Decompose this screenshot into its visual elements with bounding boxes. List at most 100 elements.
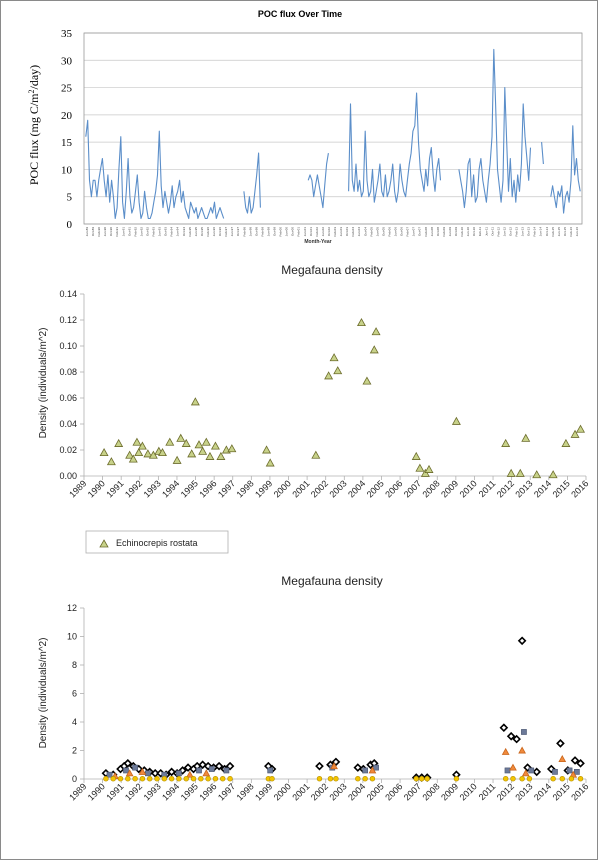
c3-x-tick-label: 2005 [365, 781, 386, 802]
data-point [311, 450, 321, 459]
data-point [502, 776, 509, 782]
c3-x-tick-label: 1991 [104, 781, 125, 802]
c3-x-tick-label: 2006 [383, 781, 404, 802]
data-point [265, 458, 275, 467]
legend-triangle-marker [99, 539, 109, 548]
data-point [196, 767, 202, 774]
chart2-legend-box [85, 530, 229, 554]
chart1-x-tick-label: Jun-94 [176, 227, 180, 237]
c2-x-tick-label: 2006 [383, 478, 404, 499]
chart1-x-tick-label: Jun-97 [230, 227, 234, 237]
chart1-x-tick-label: Feb-95 [188, 227, 192, 237]
c2-x-tick-label: 2010 [458, 478, 479, 499]
c2-y-tick-label: 0.14 [59, 289, 77, 299]
c2-x-tick-label: 2001 [290, 478, 311, 499]
c2-x-tick-label: 1992 [123, 478, 144, 499]
data-point [315, 761, 324, 771]
chart1-series-line [243, 152, 261, 214]
chart1-x-tick-label: Feb-14 [533, 227, 537, 237]
c3-x-tick-label: 1999 [253, 781, 274, 802]
c3-x-tick-label: 2016 [569, 781, 590, 802]
chart1-y-label: POC flux (mg C/m2/day) [27, 65, 41, 185]
chart1-x-tick-label: Feb-08 [424, 227, 428, 237]
c3-x-tick-label: 2003 [327, 781, 348, 802]
chart1-x-tick-label: Jun-14 [539, 227, 543, 237]
chart1-x-tick-label: Feb-10 [460, 227, 464, 237]
data-point [558, 755, 567, 763]
data-point [176, 433, 186, 442]
chart1-x-tick-label: Feb-92 [133, 227, 137, 237]
chart1-x-tick-label: Oct-97 [236, 227, 240, 236]
chart1-series-line [541, 142, 544, 165]
c2-x-tick-label: 1994 [160, 478, 181, 499]
data-point [194, 440, 204, 449]
data-point [262, 445, 272, 454]
chart1-y-ticks: 0 5 10 15 20 25 30 35 [61, 28, 73, 231]
data-point [198, 776, 204, 782]
data-point [187, 449, 197, 458]
c2-x-tick-label: 2009 [439, 478, 460, 499]
data-point [227, 444, 237, 453]
c3-y-tick-label: 6 [72, 689, 77, 699]
chart1-x-tick-label: Feb-09 [442, 227, 446, 237]
data-point [138, 767, 147, 775]
chart1-x-tick-label: Oct-02 [327, 227, 331, 236]
c2-x-tick-label: 2011 [477, 478, 498, 499]
data-point [132, 437, 142, 446]
chart1-x-tick-label: Jun-96 [212, 227, 216, 237]
data-point [198, 760, 207, 770]
megafauna-density-chart-1: Megafauna density 0.000.020.040.060.080.… [38, 263, 590, 554]
data-point [316, 776, 323, 782]
chart3-y-label: Density (individuals/m^2) [38, 638, 49, 749]
c2-x-tick-label: 2008 [420, 478, 441, 499]
data-point [424, 464, 434, 473]
c2-y-tick-label: 0.06 [59, 393, 77, 403]
chart1-x-tick-label: Feb-97 [224, 227, 228, 237]
data-point [190, 397, 200, 406]
data-point [574, 769, 580, 775]
chart1-y-tick-label: 5 [67, 192, 73, 204]
chart1-x-tick-label: Feb-94 [170, 227, 174, 237]
data-point [198, 446, 208, 455]
c2-x-tick-label: 1991 [104, 478, 125, 499]
chart1-x-tick-label: Oct-95 [200, 227, 204, 236]
data-point [139, 776, 146, 782]
c2-x-tick-label: 1999 [253, 478, 274, 499]
chart1-x-tick-label: Jun-93 [158, 227, 162, 237]
data-point [532, 767, 542, 777]
data-point [110, 776, 116, 782]
chart1-y-tick-label: 25 [61, 83, 73, 95]
data-point [424, 776, 430, 782]
data-point [176, 776, 182, 782]
c2-y-tick-label: 0.12 [59, 315, 77, 325]
chart1-y-tick-label: 35 [61, 28, 73, 40]
data-point [355, 776, 361, 782]
data-point [167, 767, 176, 777]
c2-y-tick-label: 0.10 [59, 341, 77, 351]
c2-x-tick-label: 1997 [216, 478, 237, 499]
data-point [528, 767, 535, 774]
chart1-x-tick-label: Feb-99 [260, 227, 264, 237]
chart1-x-tick-label: Oct-00 [291, 227, 295, 236]
chart1-x-tick-label: Oct-98 [254, 227, 258, 236]
data-point [512, 734, 521, 744]
chart1-x-tick-label: Oct-92 [146, 227, 150, 236]
chart1-series-lines [85, 48, 581, 220]
data-point [168, 776, 175, 782]
data-point [214, 761, 224, 771]
data-point [517, 636, 527, 646]
c3-x-tick-label: 2000 [272, 781, 293, 802]
chart1-x-tick-label: Jun-12 [502, 227, 506, 237]
data-point [510, 776, 516, 782]
data-point [556, 739, 565, 748]
c2-x-tick-label: 2014 [532, 478, 553, 499]
data-point [369, 345, 379, 354]
chart1-y-tick-label: 15 [61, 137, 73, 149]
chart1-x-tick-label: Oct-03 [345, 227, 349, 236]
c2-x-tick-label: 1990 [86, 478, 107, 499]
data-point [453, 776, 460, 782]
c3-x-tick-label: 1996 [197, 781, 218, 802]
chart1-x-tick-label: Feb-02 [315, 227, 319, 237]
chart2-y-ticks: 0.00 0.02 0.04 0.06 0.08 0.10 0.12 0.14 [59, 289, 84, 481]
data-point [123, 767, 129, 774]
